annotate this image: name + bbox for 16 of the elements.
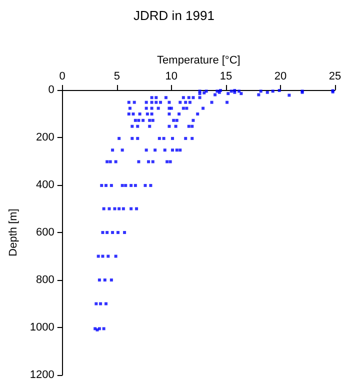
x-tick-label: 20 <box>274 70 287 82</box>
chart-title: JDRD in 1991 <box>134 8 214 23</box>
y-tick-label: 0 <box>48 84 54 96</box>
y-axis-title: Depth [m] <box>8 208 20 256</box>
x-axis-title: Temperature [°C] <box>157 54 240 67</box>
x-tick-label: 10 <box>165 70 178 82</box>
y-tick-label: 600 <box>36 226 54 238</box>
x-tick-label: 0 <box>59 70 66 82</box>
x-tick-label: 5 <box>114 70 120 82</box>
x-tick-label: 15 <box>220 70 232 82</box>
y-tick-label: 800 <box>36 274 54 286</box>
y-tick-label: 400 <box>36 179 54 191</box>
y-tick-label: 200 <box>36 132 54 144</box>
x-tick-label: 25 <box>328 70 342 82</box>
y-tick-label: 1000 <box>30 322 54 334</box>
y-tick-label: 1200 <box>30 369 54 381</box>
